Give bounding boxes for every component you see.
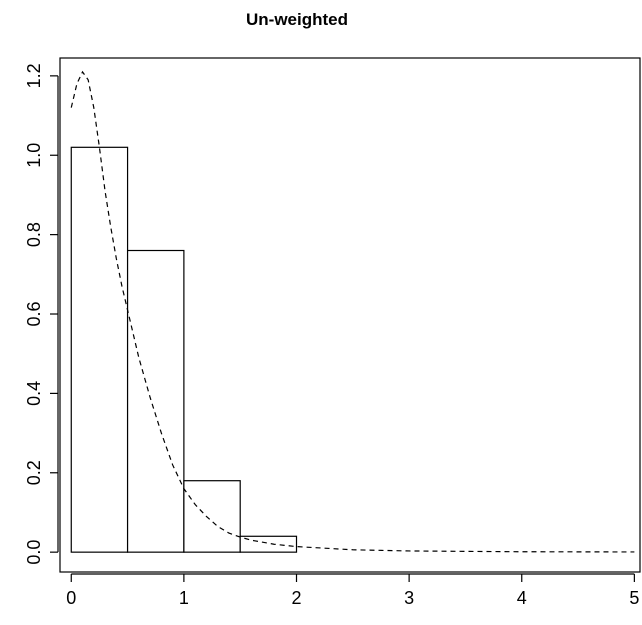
y-tick-label: 0.2 bbox=[24, 460, 44, 485]
histogram-bar-1 bbox=[126, 249, 185, 553]
density-curve bbox=[70, 70, 635, 553]
histogram-bar-3 bbox=[239, 535, 298, 553]
x-tick-label: 3 bbox=[404, 588, 414, 608]
y-tick-label: 1.2 bbox=[24, 63, 44, 88]
histogram-bars bbox=[70, 146, 298, 553]
x-tick-label: 0 bbox=[66, 588, 76, 608]
y-axis-ticks: 0.0 0.2 0.4 0.6 0.8 1.0 1.2 bbox=[24, 63, 58, 565]
y-tick-label: 0.4 bbox=[24, 381, 44, 406]
x-tick-label: 5 bbox=[629, 588, 639, 608]
x-axis-ticks: 0 1 2 3 4 5 bbox=[66, 574, 639, 608]
y-tick-label: 0.6 bbox=[24, 301, 44, 326]
x-tick-label: 1 bbox=[179, 588, 189, 608]
histogram-bar-0 bbox=[70, 146, 129, 553]
x-tick-label: 4 bbox=[517, 588, 527, 608]
y-tick-label: 0.8 bbox=[24, 222, 44, 247]
chart-title: Un-weighted bbox=[246, 10, 348, 29]
x-tick-label: 2 bbox=[291, 588, 301, 608]
plot-frame bbox=[59, 57, 641, 573]
histogram-bar-2 bbox=[183, 480, 241, 553]
y-tick-label: 0.0 bbox=[24, 540, 44, 565]
y-tick-label: 1.0 bbox=[24, 143, 44, 168]
